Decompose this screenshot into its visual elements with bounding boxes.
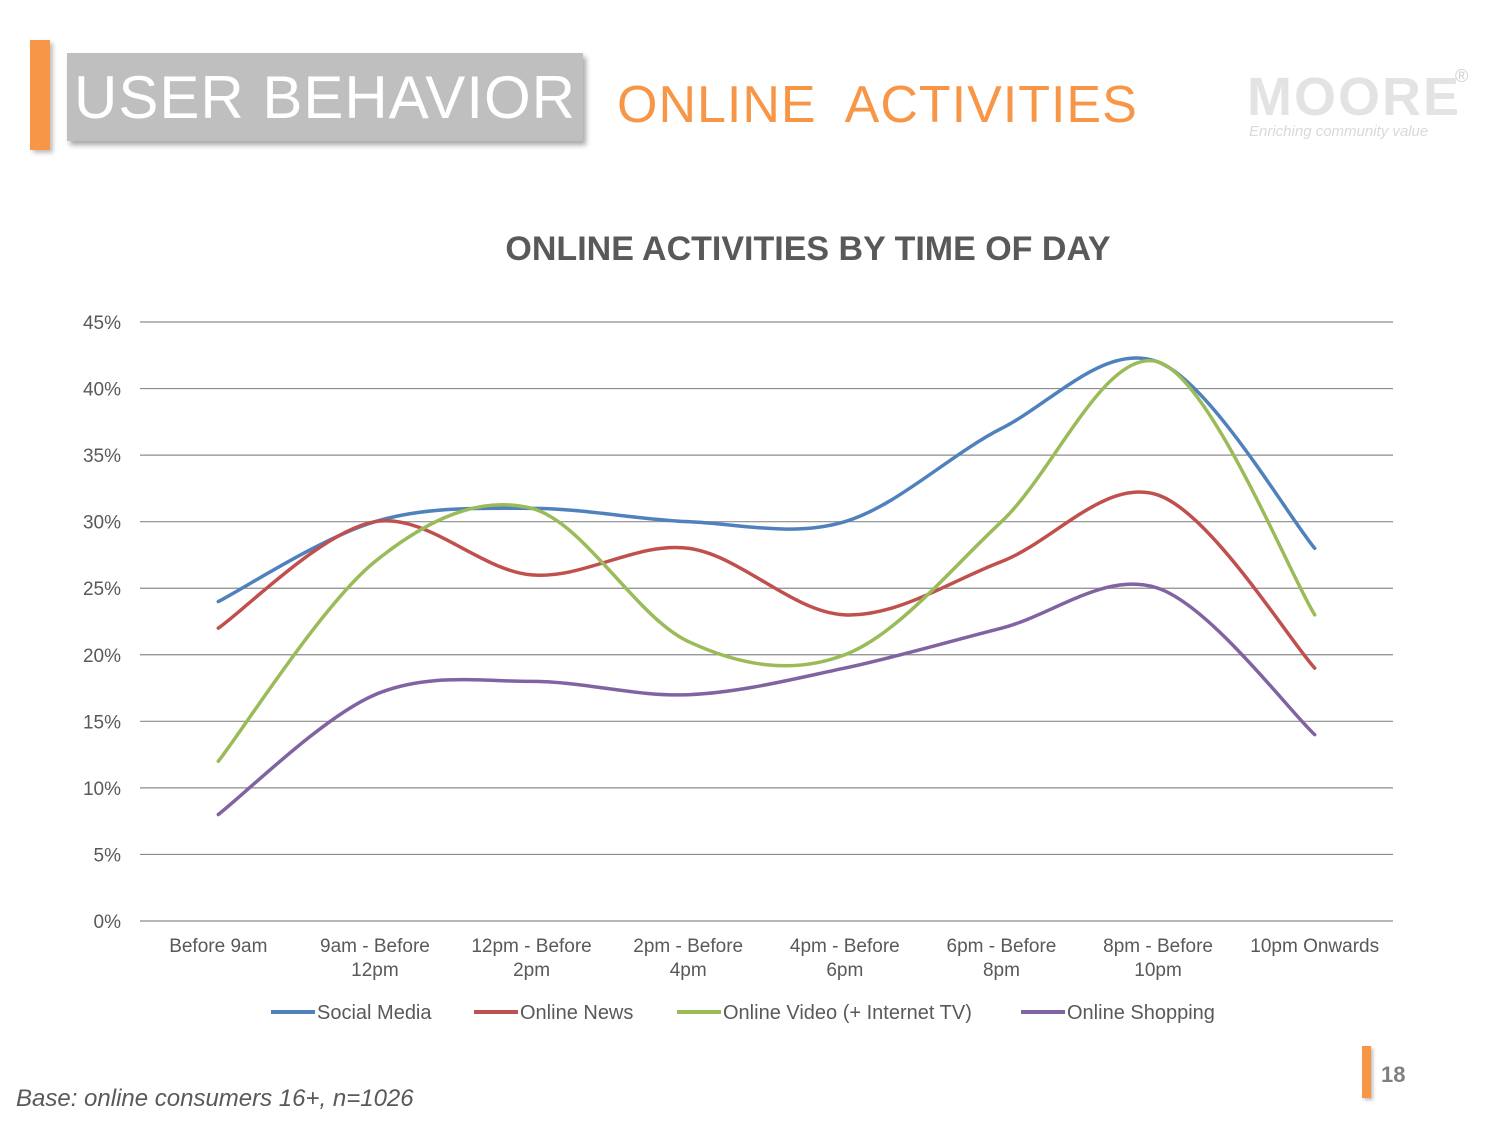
y-tick-label: 25% <box>83 579 121 600</box>
x-tick-label: 9am - Before <box>320 936 430 957</box>
page-number: 18 <box>1381 1062 1406 1087</box>
y-tick-label: 40% <box>83 380 121 401</box>
data-point-online-video-internet-tv <box>1313 613 1317 617</box>
data-point-online-news <box>843 613 847 617</box>
data-point-social-media <box>686 520 690 524</box>
x-tick-label: 4pm <box>670 960 707 981</box>
x-tick-label: 8pm - Before <box>1103 936 1213 957</box>
y-tick-label: 30% <box>83 513 121 534</box>
data-point-social-media <box>999 426 1003 430</box>
x-tick-label: 6pm - Before <box>947 936 1057 957</box>
y-tick-label: 10% <box>83 779 121 800</box>
data-point-online-shopping <box>843 666 847 670</box>
data-point-online-shopping <box>686 693 690 697</box>
data-point-social-media <box>843 520 847 524</box>
y-tick-label: 15% <box>83 712 121 733</box>
x-tick-label: 2pm - Before <box>633 936 743 957</box>
x-tick-label: Before 9am <box>169 936 267 957</box>
data-point-online-video-internet-tv <box>373 560 377 564</box>
page-subtitle: ONLINE ACTIVITIES <box>617 76 1138 134</box>
data-point-online-news <box>530 573 534 577</box>
data-point-online-video-internet-tv <box>1156 360 1160 364</box>
logo-tagline: Enriching community value <box>1249 123 1429 140</box>
x-tick-label: 12pm - Before <box>471 936 591 957</box>
y-tick-label: 45% <box>83 313 121 334</box>
data-point-online-news <box>1313 666 1317 670</box>
data-point-online-news <box>373 520 377 524</box>
x-tick-label: 2pm <box>513 960 550 981</box>
logo-registered-mark: ® <box>1455 66 1469 86</box>
y-tick-label: 5% <box>94 845 122 866</box>
data-point-online-shopping <box>1313 733 1317 737</box>
data-point-online-video-internet-tv <box>999 520 1003 524</box>
data-point-online-news <box>1156 493 1160 497</box>
accent-bar <box>30 40 50 150</box>
data-point-online-shopping <box>999 626 1003 630</box>
x-tick-label: 12pm <box>351 960 399 981</box>
data-point-social-media <box>1313 546 1317 550</box>
legend-label: Online News <box>520 1002 633 1024</box>
y-tick-label: 35% <box>83 446 121 467</box>
logo-wordmark: MOORE <box>1247 67 1462 127</box>
y-tick-label: 20% <box>83 646 121 667</box>
data-point-online-video-internet-tv <box>216 759 220 763</box>
section-header-box: USER BEHAVIOR <box>67 53 583 141</box>
moore-logo: MOORE ® Enriching community value <box>1245 66 1475 146</box>
data-point-online-video-internet-tv <box>530 506 534 510</box>
x-tick-label: 8pm <box>983 960 1020 981</box>
x-tick-label: 4pm - Before <box>790 936 900 957</box>
data-point-social-media <box>216 600 220 604</box>
chart-title: ONLINE ACTIVITIES BY TIME OF DAY <box>505 230 1110 268</box>
x-tick-label: 10pm <box>1134 960 1182 981</box>
base-footnote: Base: online consumers 16+, n=1026 <box>16 1085 414 1112</box>
data-point-online-news <box>999 560 1003 564</box>
series-line-online-shopping <box>216 582 1317 817</box>
data-point-online-video-internet-tv <box>686 639 690 643</box>
series-line-online-news <box>216 490 1317 670</box>
data-point-online-video-internet-tv <box>843 653 847 657</box>
x-tick-label: 10pm Onwards <box>1250 936 1379 957</box>
x-tick-label: 6pm <box>826 960 863 981</box>
series-line-social-media <box>216 356 1317 604</box>
data-point-online-shopping <box>216 813 220 817</box>
section-title: USER BEHAVIOR <box>74 63 576 131</box>
legend-label: Online Video (+ Internet TV) <box>723 1002 972 1024</box>
data-point-online-news <box>216 626 220 630</box>
series-line-online-video-internet-tv <box>216 358 1317 764</box>
data-point-online-shopping <box>530 679 534 683</box>
y-tick-label: 0% <box>94 912 122 933</box>
data-point-online-news <box>686 546 690 550</box>
legend-label: Social Media <box>317 1002 432 1024</box>
data-point-online-shopping <box>373 693 377 697</box>
page-number-bar <box>1362 1046 1371 1098</box>
data-point-online-shopping <box>1156 586 1160 590</box>
legend-label: Online Shopping <box>1067 1002 1215 1024</box>
